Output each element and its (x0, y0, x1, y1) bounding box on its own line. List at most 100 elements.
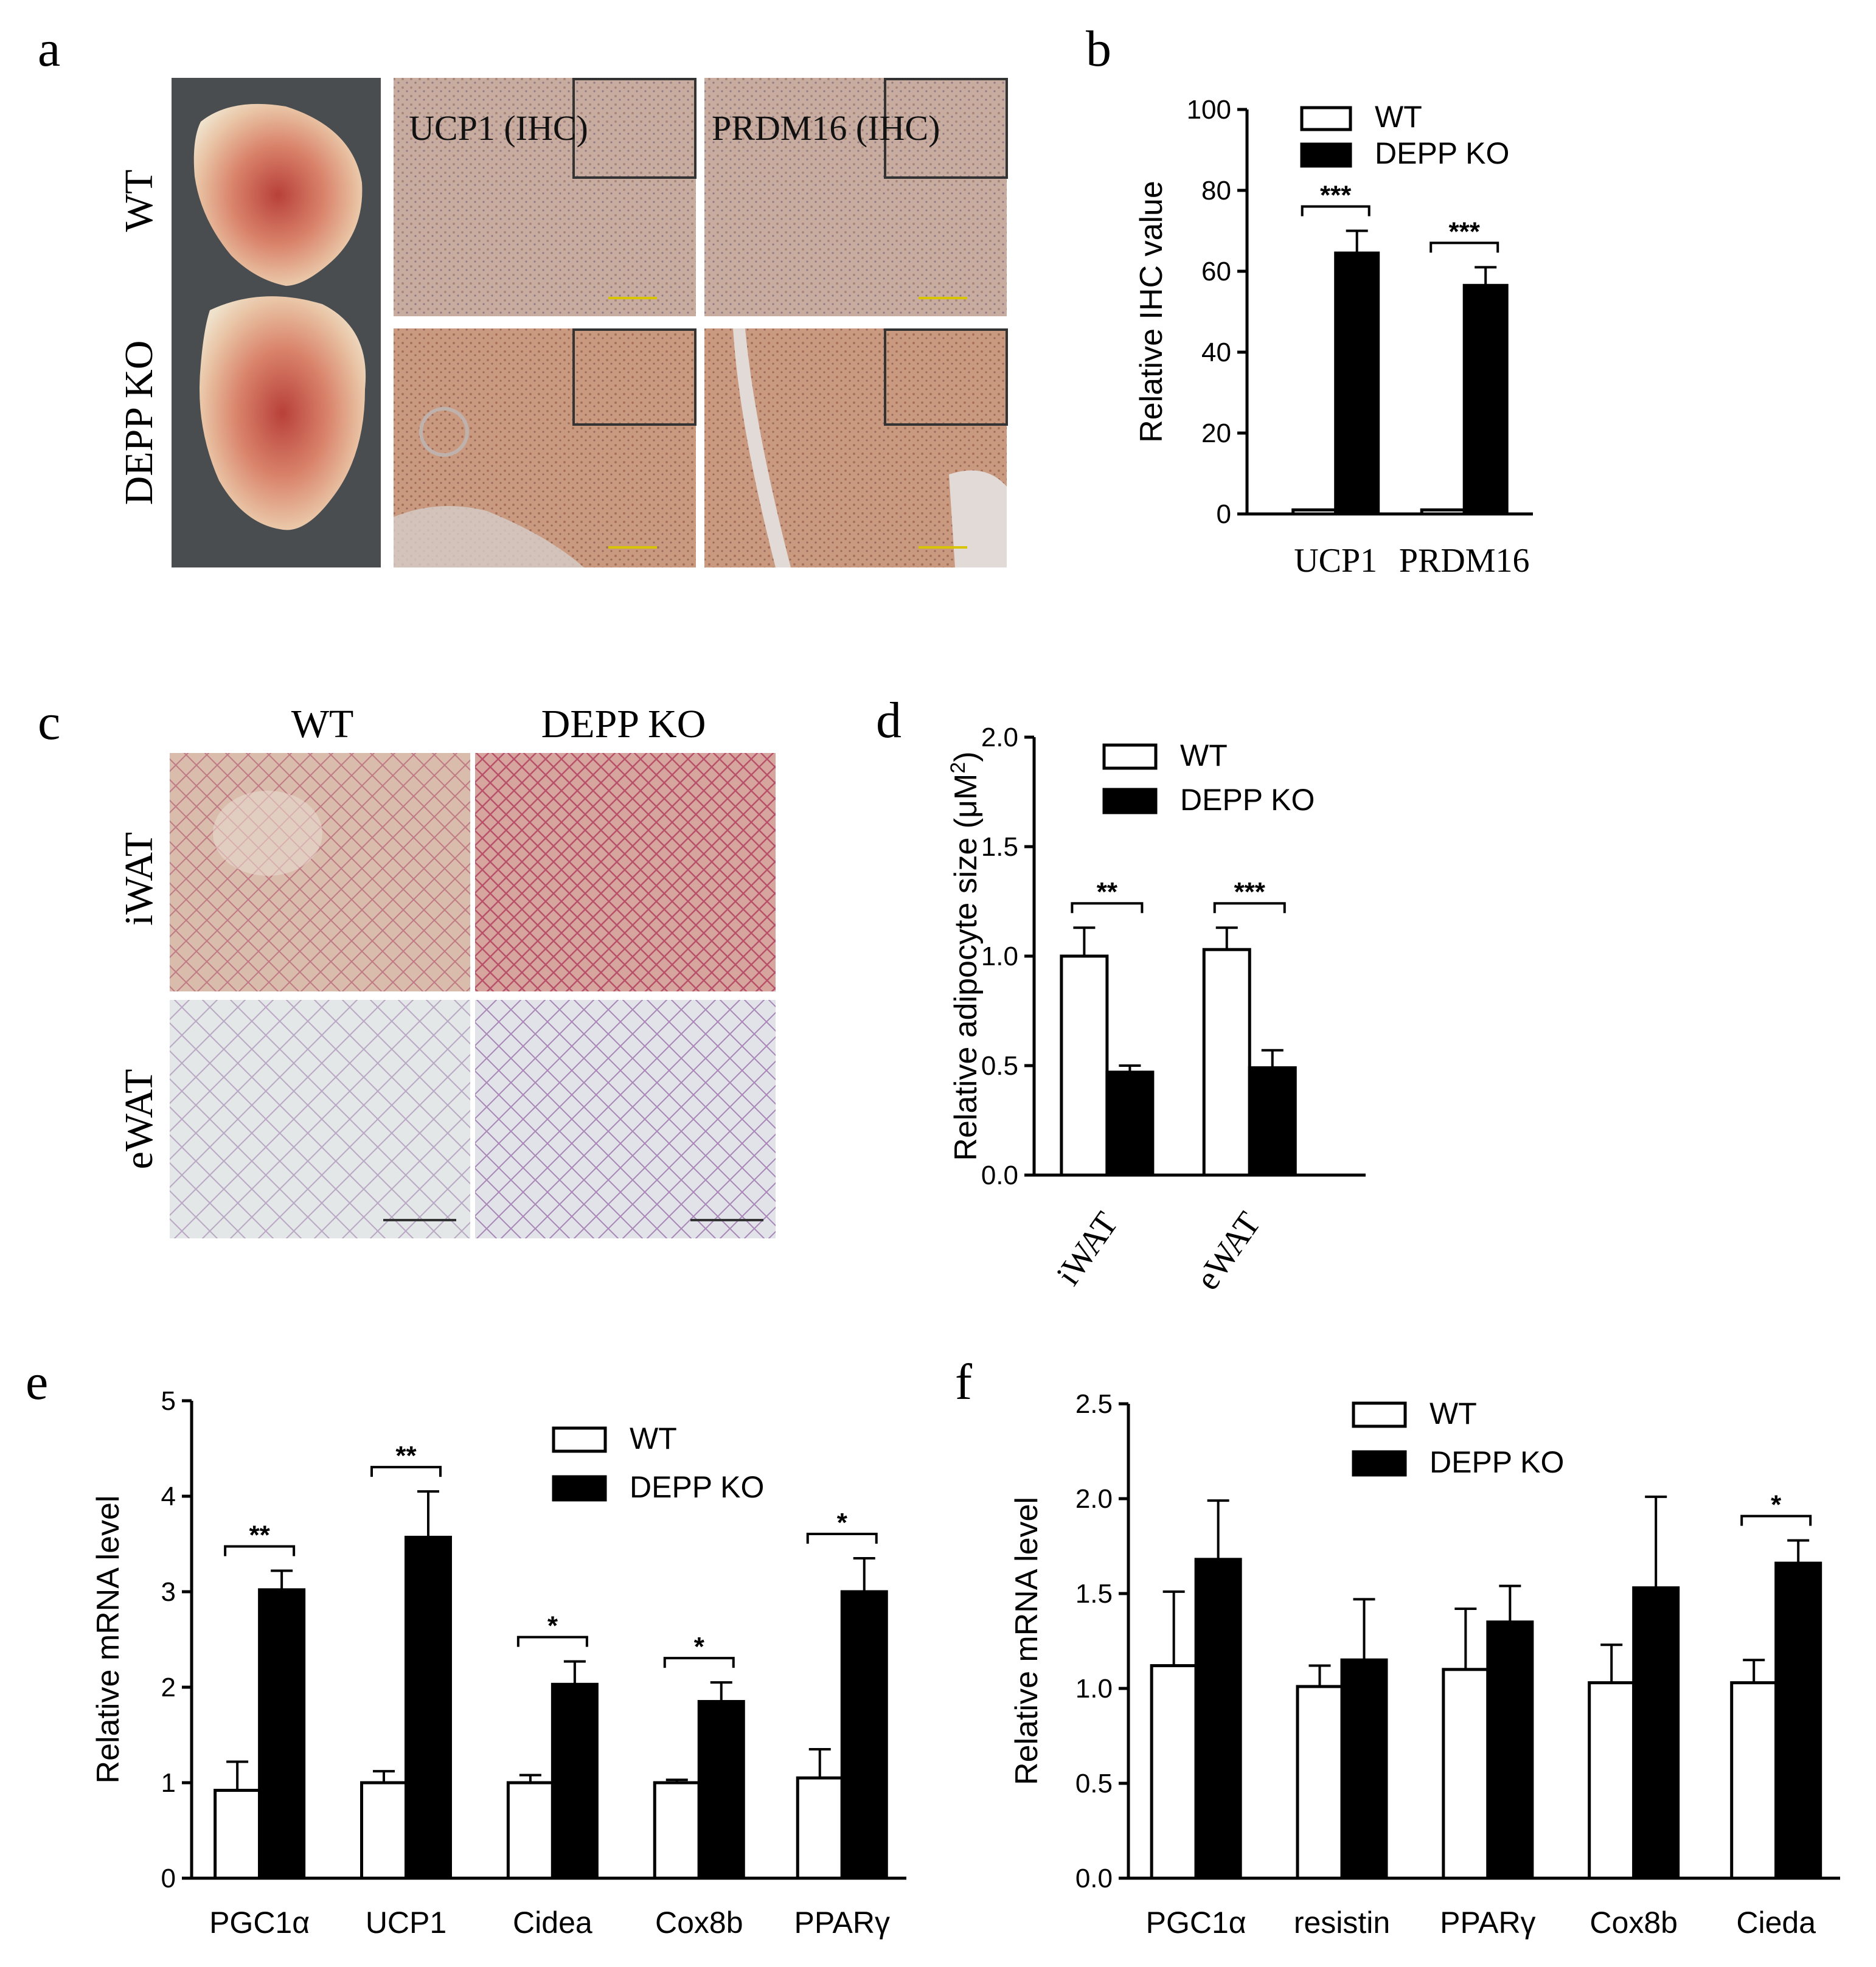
legend-label-ko: DEPP KO (1430, 1445, 1564, 1479)
significance-bracket (370, 1466, 442, 1477)
bar-ko (1774, 1561, 1822, 1880)
bar-ko (1194, 1558, 1242, 1880)
bar-wt (1060, 954, 1109, 1177)
significance-label: *** (1449, 217, 1481, 246)
panel-letter-f: f (955, 1354, 972, 1410)
legend-swatch-ko (1102, 788, 1158, 814)
legend-label-wt: WT (630, 1421, 677, 1455)
gross-tissue-photo (172, 78, 381, 567)
legend-label-ko: DEPP KO (1180, 783, 1315, 817)
panel-a: a WT DEPP KO UCP1 (IHC) PRDM16 (IHC) (38, 21, 1008, 567)
panel-letter-e: e (26, 1354, 48, 1410)
bar-wt (1202, 948, 1251, 1177)
y-tick-label: 2.0 (981, 723, 1018, 752)
significance-bracket (1740, 1514, 1812, 1526)
y-tick-label: 2 (161, 1673, 176, 1702)
col-label-wt: WT (291, 702, 354, 746)
significance-label: * (1771, 1490, 1782, 1520)
category-label: PPARγ (794, 1906, 890, 1940)
y-tick-label: 3 (161, 1577, 176, 1607)
bar-ko (1334, 251, 1380, 516)
significance-label: ** (395, 1441, 417, 1471)
significance-bracket (806, 1533, 878, 1544)
bar-ko (697, 1700, 745, 1880)
y-tick-label: 1 (161, 1768, 176, 1798)
significance-bracket (1071, 902, 1144, 914)
panel-letter-d: d (876, 692, 902, 749)
legend-swatch-wt (1352, 1401, 1407, 1428)
bar-wt (1150, 1664, 1198, 1880)
chart-panel-b: b 0 20 40 60 80 100 Relative IHC value *** UCP1 **… (1086, 21, 1533, 580)
panel-c: c WT DEPP KO iWAT eWAT (38, 694, 776, 1238)
bar-wt (653, 1781, 701, 1880)
legend-swatch-ko (552, 1475, 607, 1502)
ihc-caption-prdm16: PRDM16 (IHC) (712, 108, 940, 148)
row-label-wt: WT (117, 170, 161, 232)
bar-ko (1486, 1620, 1534, 1880)
significance-bracket (516, 1636, 588, 1647)
category-label: PGC1α (1146, 1906, 1246, 1940)
panel-letter-a: a (38, 21, 60, 77)
col-label-depp-ko: DEPP KO (541, 702, 706, 746)
significance-bracket (1430, 241, 1499, 253)
category-label: eWAT (1189, 1206, 1268, 1297)
significance-label: ** (249, 1520, 271, 1550)
y-axis-title: Relative adipocyte size (μM2) (947, 751, 984, 1160)
category-label: resistin (1294, 1906, 1390, 1940)
category-label: PGC1α (209, 1906, 310, 1940)
category-label: Cidea (513, 1906, 592, 1940)
legend-swatch-ko (1300, 142, 1352, 168)
y-tick-label: 60 (1201, 257, 1231, 286)
legend-swatch-ko (1352, 1450, 1407, 1477)
bar-ko (1248, 1066, 1297, 1177)
ihc-ucp1-wt: UCP1 (IHC) (394, 78, 697, 316)
chart-panel-f: f 0.0 0.5 1.0 1.5 2.0 2.5 Relative mRNA level PG… (955, 1354, 1840, 1940)
legend-label-wt: WT (1430, 1396, 1477, 1431)
bar-wt (1420, 508, 1466, 516)
category-label: PRDM16 (1399, 542, 1530, 580)
y-tick-label: 1.5 (981, 832, 1018, 862)
bar-ko (258, 1588, 306, 1880)
bar-ko (551, 1682, 599, 1880)
bar-wt (506, 1781, 554, 1880)
significance-bracket (663, 1657, 735, 1668)
significance-label: ** (1097, 877, 1118, 907)
bar-wt (360, 1781, 408, 1880)
significance-label: * (694, 1632, 705, 1662)
y-axis-title: Relative mRNA level (1009, 1497, 1044, 1785)
ihc-caption-ucp1: UCP1 (IHC) (409, 108, 588, 148)
y-tick-label: 0 (161, 1864, 176, 1893)
bar-wt (1296, 1685, 1344, 1880)
category-label: PPARγ (1440, 1906, 1535, 1940)
legend-label-ko: DEPP KO (1375, 136, 1509, 170)
he-iwat-wt (170, 753, 470, 991)
y-tick-label: 1.0 (981, 942, 1018, 971)
significance-bracket (1213, 902, 1286, 914)
bar-ko (1462, 283, 1509, 516)
ihc-prdm16-ko (704, 328, 1008, 567)
bar-ko (1632, 1586, 1680, 1880)
category-label: UCP1 (366, 1906, 446, 1940)
y-tick-label: 0.0 (981, 1160, 1018, 1190)
category-label: UCP1 (1294, 542, 1377, 580)
y-tick-label: 0.5 (981, 1051, 1018, 1081)
bar-wt (1730, 1681, 1778, 1880)
he-ewat-wt (170, 1000, 470, 1238)
bar-wt (1291, 508, 1338, 516)
row-label-depp-ko: DEPP KO (117, 341, 161, 505)
bar-wt (1588, 1681, 1636, 1880)
legend-swatch-wt (1300, 106, 1352, 131)
y-tick-label: 5 (161, 1386, 176, 1416)
significance-label: * (837, 1508, 848, 1538)
category-label: Cox8b (1589, 1906, 1678, 1940)
category-label: Cieda (1736, 1906, 1816, 1940)
ihc-prdm16-wt: PRDM16 (IHC) (704, 78, 1008, 316)
y-tick-label: 4 (161, 1482, 176, 1511)
legend-label-wt: WT (1180, 738, 1228, 772)
category-label: iWAT (1049, 1206, 1126, 1292)
legend-label-ko: DEPP KO (630, 1470, 764, 1504)
bar-wt (796, 1776, 844, 1880)
significance-label: *** (1320, 181, 1352, 210)
y-tick-label: 0.5 (1075, 1769, 1113, 1799)
